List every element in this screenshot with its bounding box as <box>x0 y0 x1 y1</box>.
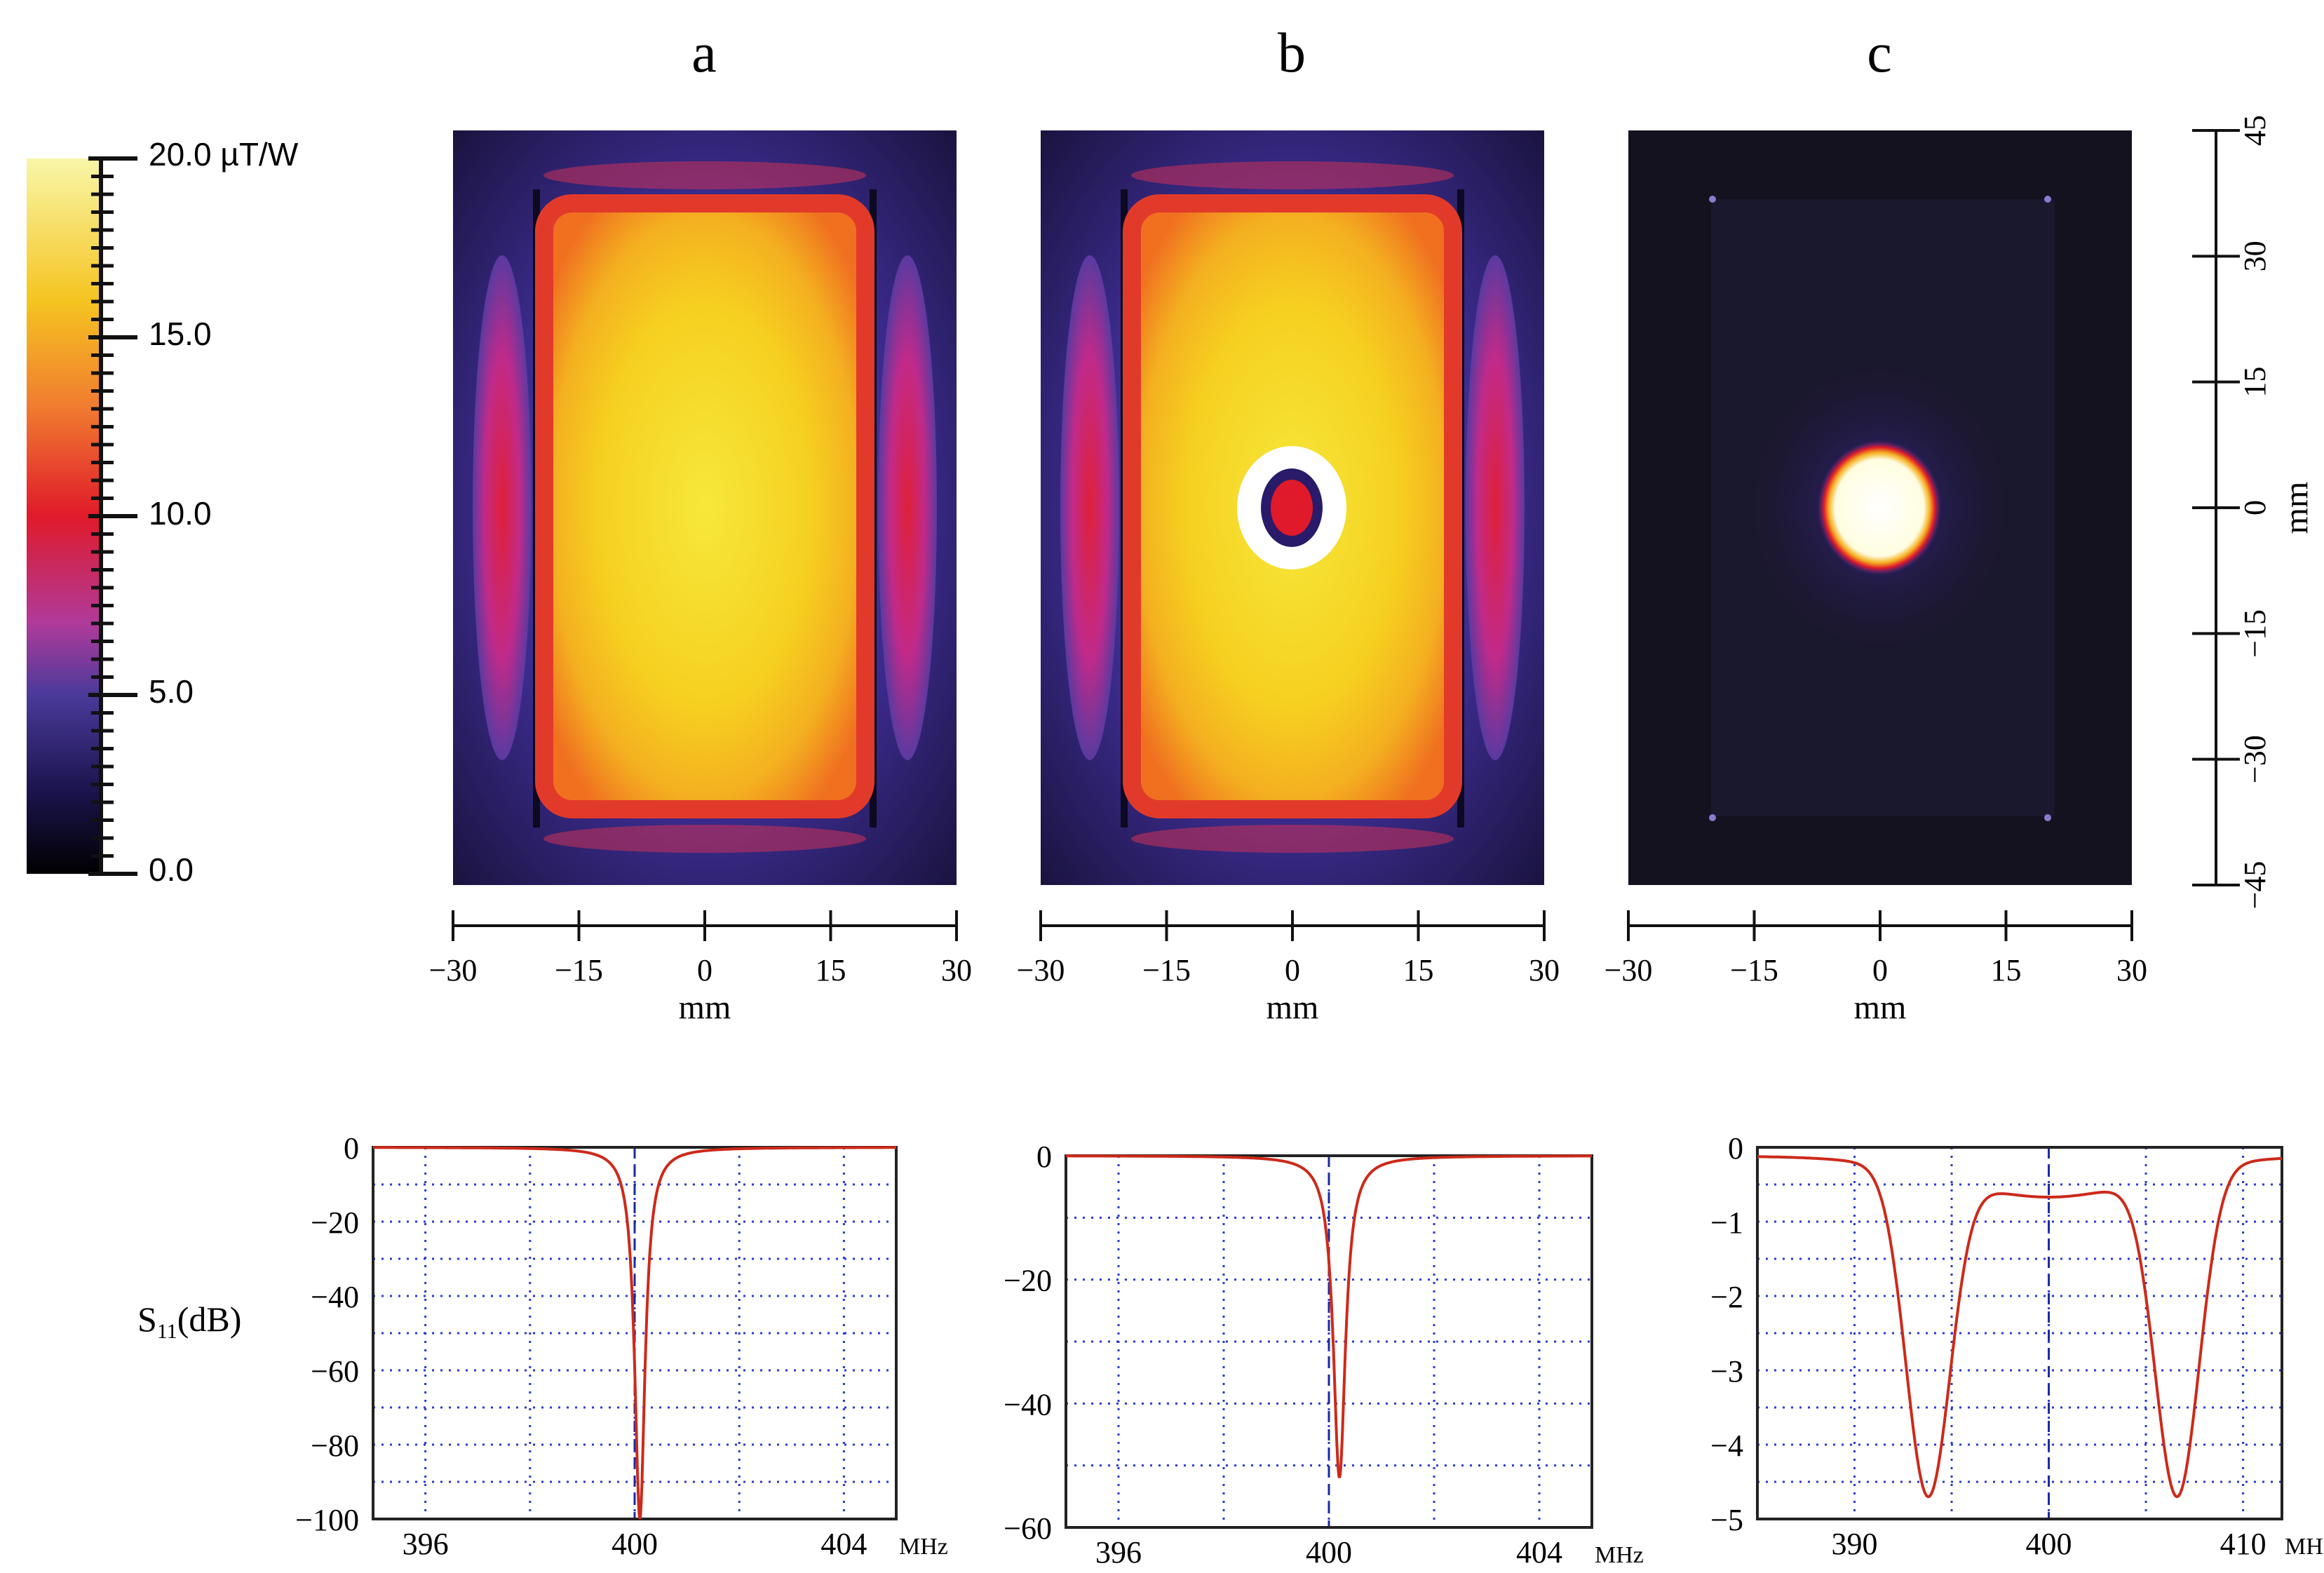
map-y-tick-label: −15 <box>2238 609 2272 658</box>
map-x-tick-label: 0 <box>697 953 712 987</box>
x-tick-label: 396 <box>403 1527 449 1561</box>
map-y-unit: mm <box>2278 482 2315 534</box>
y-tick-label: −3 <box>1710 1354 1743 1389</box>
map-x-tick-label: −30 <box>1017 953 1065 987</box>
map-x-tick-label: 0 <box>1872 953 1888 987</box>
y-tick-label: −20 <box>311 1206 359 1240</box>
y-tick-label: −60 <box>311 1354 359 1389</box>
map-x-tick-label: 30 <box>2116 953 2147 987</box>
x-tick-label: 404 <box>820 1527 867 1561</box>
map-y-tick-label: 30 <box>2238 241 2272 271</box>
map-x-unit: mm <box>1266 989 1319 1026</box>
map-x-unit: mm <box>1854 989 1907 1026</box>
y-tick-label: −5 <box>1710 1503 1743 1537</box>
map-y-tick-label: 15 <box>2238 367 2272 398</box>
map-x-tick-label: −30 <box>429 953 478 987</box>
y-tick-label: −80 <box>311 1429 359 1463</box>
y-tick-label: −4 <box>1710 1429 1743 1463</box>
map-y-tick-label: 0 <box>2238 500 2272 515</box>
map-x-tick-label: −15 <box>1142 953 1191 987</box>
map-x-tick-label: 30 <box>1529 953 1560 987</box>
sparam-chart-a: 0 −20 −40 −60 −80 −100 396 400 404 MHz <box>295 1131 948 1561</box>
x-tick-label: 404 <box>1516 1535 1562 1569</box>
colorbar: 20.0 µT/W 15.0 10.0 5.0 0.0 <box>27 136 299 888</box>
colorbar-label-5: 5.0 <box>149 673 194 710</box>
map-x-tick-label: −15 <box>555 953 603 987</box>
side-lobe-right <box>1466 255 1525 760</box>
panel-label-b: b <box>1278 22 1306 84</box>
map-x-tick-label: 15 <box>1991 953 2022 987</box>
map-x-tick-label: 15 <box>1403 953 1434 987</box>
x-tick-label: 396 <box>1095 1535 1142 1569</box>
plot-frame <box>1065 1154 1593 1529</box>
map-y-tick-label: −30 <box>2238 735 2272 783</box>
x-tick-label: 400 <box>1306 1535 1352 1569</box>
y-tick-label: 0 <box>1728 1131 1743 1166</box>
sparam-chart-b: 0 −20 −40 −60 396 400 404 MHz <box>1004 1140 1644 1569</box>
panel-label-c: c <box>1867 22 1892 84</box>
x-tick-label: 400 <box>612 1527 658 1561</box>
map-x-tick-label: 15 <box>816 953 846 987</box>
y-tick-label: −1 <box>1710 1206 1743 1240</box>
y-tick-label: −40 <box>1004 1387 1052 1422</box>
sample-hotspot <box>1818 440 1941 575</box>
map-x-tick-label: 30 <box>941 953 972 987</box>
sample-core <box>1271 480 1313 536</box>
colorbar-label-15: 15.0 <box>149 316 212 352</box>
colorbar-label-10: 10.0 <box>149 495 212 532</box>
colorbar-label-0: 0.0 <box>149 851 194 888</box>
side-lobe-left <box>1060 255 1119 760</box>
x-tick-label: 410 <box>2220 1527 2266 1561</box>
x-unit-label: MHz <box>1595 1542 1644 1568</box>
heatmap-c <box>1628 130 2132 885</box>
y-tick-label: −2 <box>1710 1280 1743 1314</box>
map-y-tick-label: 45 <box>2238 115 2272 146</box>
plot-frame <box>1756 1146 2283 1520</box>
y-tick-label: −40 <box>311 1280 359 1314</box>
side-lobe-right <box>878 255 937 760</box>
y-tick-label: 0 <box>344 1131 359 1166</box>
sparam-chart-c: 0 −1 −2 −3 −4 −5 390 400 410 MHz <box>1710 1131 2324 1561</box>
plot-frame <box>372 1146 898 1520</box>
map-y-tick-label: −45 <box>2238 861 2272 910</box>
heatmap-b <box>1041 130 1544 885</box>
s11-curve <box>373 1146 896 1520</box>
map-x-unit: mm <box>679 989 731 1026</box>
s11-curve <box>1066 1154 1592 1478</box>
colorbar-label-20: 20.0 µT/W <box>149 136 299 173</box>
heatmap-a <box>453 130 957 885</box>
y-tick-label: −60 <box>1004 1511 1052 1546</box>
side-lobe-left <box>473 255 532 760</box>
x-unit-label: MHz <box>2285 1534 2324 1560</box>
panel-label-a: a <box>691 22 717 84</box>
x-tick-label: 400 <box>2026 1527 2072 1561</box>
map-x-tick-label: −15 <box>1730 953 1778 987</box>
y-tick-label: 0 <box>1036 1140 1052 1174</box>
map-x-tick-label: −30 <box>1604 953 1653 987</box>
y-tick-label: −100 <box>295 1503 359 1537</box>
s11-curve <box>1757 1155 2283 1499</box>
x-unit-label: MHz <box>899 1534 948 1560</box>
x-tick-label: 390 <box>1832 1527 1878 1561</box>
map-x-tick-label: 0 <box>1285 953 1300 987</box>
s11-ylabel: S11(dB) <box>137 1299 241 1343</box>
inner-field <box>535 194 874 818</box>
y-tick-label: −20 <box>1004 1264 1052 1298</box>
